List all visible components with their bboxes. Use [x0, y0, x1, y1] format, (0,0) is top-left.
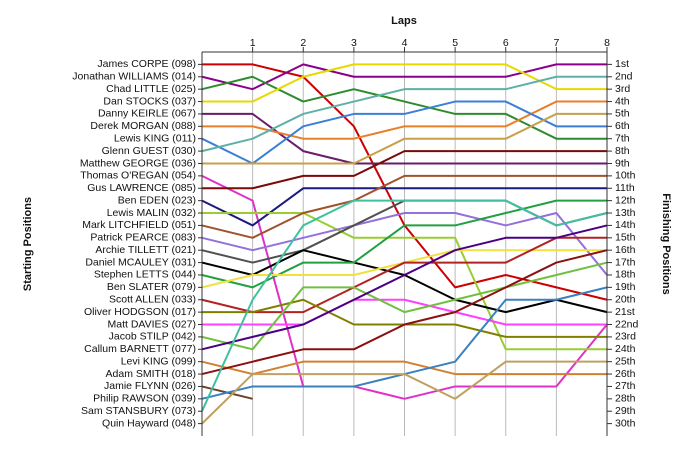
y-tick-label: Callum BARNETT (077): [84, 343, 196, 355]
y-tick-label: Lewis KING (011): [114, 132, 196, 144]
y2-tick-label: 12th: [615, 194, 636, 206]
y-tick-label: Philip RAWSON (039): [93, 393, 196, 405]
y2-tick-label: 28th: [615, 393, 636, 405]
y2-tick-label: 15th: [615, 232, 636, 244]
y2-tick-label: 23rd: [615, 331, 636, 343]
y-tick-label: James CORPE (098): [97, 58, 196, 70]
driver-line: [201, 224, 608, 351]
y-tick-label: Oliver HODGSON (017): [84, 306, 196, 318]
y-tick-label: Quin Hayward (048): [102, 417, 196, 429]
driver-line: [201, 249, 608, 376]
driver-line: [201, 360, 607, 425]
driver-line: [201, 174, 608, 400]
y-tick-label: Daniel MCAULEY (031): [85, 256, 196, 268]
y2-tick-label: 17th: [615, 256, 636, 268]
driver-line: [202, 150, 607, 190]
y-tick-label: Sam STANSBURY (073): [81, 405, 196, 417]
driver-line: [202, 212, 607, 351]
driver-line: [201, 75, 607, 153]
driver-line: [201, 63, 607, 91]
y2-tick-label: 2nd: [615, 71, 633, 83]
x-tick-label: 6: [503, 37, 509, 49]
y-tick-label: Jacob STILP (042): [109, 331, 196, 343]
lines: [201, 63, 608, 425]
x-tick-label: 4: [402, 37, 408, 49]
driver-line: [201, 100, 607, 165]
driver-line: [201, 360, 607, 376]
y2-tick-label: 26th: [615, 368, 636, 380]
y2-tick-label: 20th: [615, 294, 636, 306]
y2-tick-label: 5th: [615, 108, 630, 120]
x-tick-label: 3: [351, 37, 357, 49]
driver-line: [201, 174, 607, 239]
axes: 1 2 3 4 5 6 7 8 James CORPE (098)Jonathan WILLIA…: [72, 37, 639, 436]
y2-tick-label: 6th: [615, 120, 630, 132]
x-tick-label: 1: [250, 37, 256, 49]
y-tick-label: Ben EDEN (023): [118, 194, 196, 206]
y-tick-label: Levi KING (099): [121, 355, 196, 367]
y2-tick-label: 4th: [615, 95, 630, 107]
y-tick-label: Jamie FLYNN (026): [104, 380, 196, 392]
y2-tick-label: 16th: [615, 244, 636, 256]
driver-line: [201, 261, 608, 351]
y-tick-label: Matthew GEORGE (036): [80, 157, 196, 169]
y-tick-label: Adam SMITH (018): [106, 368, 196, 380]
driver-line: [201, 199, 607, 289]
y-tick-label: Lewis MALIN (032): [107, 207, 196, 219]
y-tick-label: Scott ALLEN (033): [109, 294, 196, 306]
y-tick-label: Jonathan WILLIAMS (014): [72, 71, 196, 83]
y2-tick-label: 18th: [615, 269, 636, 281]
y2-tick-label: 25th: [615, 355, 636, 367]
y-tick-label: Archie TILLETT (021): [95, 244, 196, 256]
y2-tick-label: 27th: [615, 380, 636, 392]
y2-tick-label: 9th: [615, 157, 630, 169]
driver-line: [201, 75, 607, 140]
y2-tick-label: 22nd: [615, 318, 639, 330]
y2-tick-label: 19th: [615, 281, 636, 293]
y-tick-label: Stephen LETTS (044): [94, 269, 196, 281]
y-tick-label: Chad LITTLE (025): [106, 83, 196, 95]
y2-tick-label: 24th: [615, 343, 636, 355]
driver-line: [201, 199, 608, 412]
x-tick-label: 2: [300, 37, 306, 49]
x-tick-label: 5: [452, 37, 458, 49]
y-axis-label: Starting Positions: [22, 197, 34, 291]
y-tick-label: Dan STOCKS (037): [103, 95, 196, 107]
driver-line: [201, 236, 607, 314]
y2-tick-label: 30th: [615, 417, 636, 429]
y2-tick-label: 7th: [615, 132, 630, 144]
y-tick-label: Mark LITCHFIELD (051): [82, 219, 196, 231]
y-tick-label: Patrick PEARCE (083): [90, 232, 196, 244]
chart-title: Laps: [391, 15, 417, 27]
y2-tick-label: 13th: [615, 207, 636, 219]
y-tick-label: Glenn GUEST (030): [102, 145, 196, 157]
y2-axis-label: Finishing Positions: [660, 193, 672, 294]
y2-tick-label: 8th: [615, 145, 630, 157]
y-tick-label: Derek MORGAN (088): [90, 120, 196, 132]
y-tick-label: Matt DAVIES (027): [107, 318, 196, 330]
driver-line: [202, 112, 607, 165]
y2-tick-label: 29th: [615, 405, 636, 417]
y-tick-label: Ben SLATER (079): [107, 281, 196, 293]
driver-line: [202, 112, 607, 165]
y2-tick-label: 10th: [615, 170, 636, 182]
y2-tick-label: 3rd: [615, 83, 630, 95]
y-tick-label: Danny KEIRLE (067): [98, 108, 196, 120]
y2-tick-label: 21st: [615, 306, 635, 318]
y-tick-label: Thomas O'REGAN (054): [80, 170, 196, 182]
y2-tick-label: 11th: [615, 182, 635, 194]
y2-tick-label: 14th: [615, 219, 636, 231]
x-tick-label: 7: [553, 37, 559, 49]
y-tick-label: Gus LAWRENCE (085): [87, 182, 196, 194]
driver-line: [202, 298, 607, 326]
grid: [252, 52, 608, 436]
y2-tick-label: 1st: [615, 58, 629, 70]
x-tick-label: 8: [604, 37, 610, 49]
